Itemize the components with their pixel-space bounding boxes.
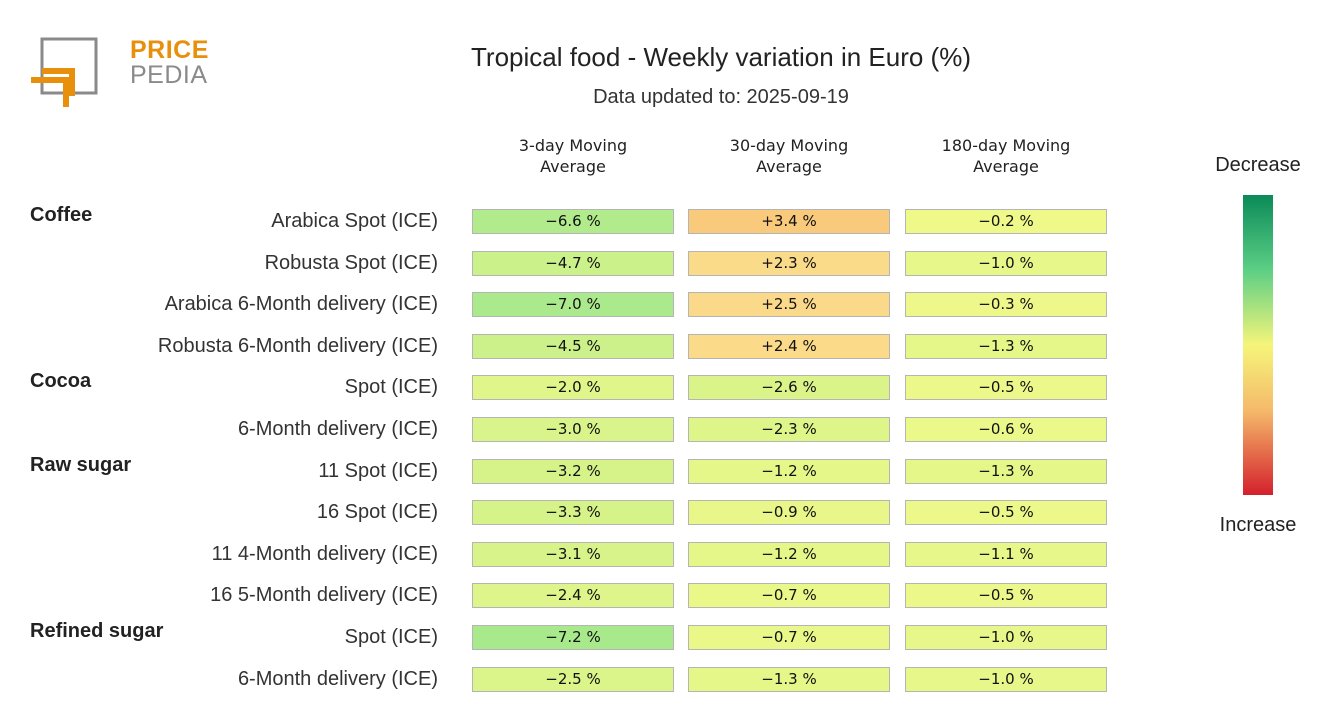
heatmap-cell: −1.0 %: [905, 625, 1107, 650]
chart-title: Tropical food - Weekly variation in Euro…: [471, 42, 971, 72]
group-label: Raw sugar: [30, 453, 132, 476]
heatmap-cell: +2.4 %: [688, 333, 890, 359]
heatmap-cell: −2.5 %: [472, 666, 674, 692]
logo-wordmark: PRICE PEDIA: [130, 38, 209, 88]
group-label: Cocoa: [30, 370, 92, 393]
color-scale-bar: [1243, 195, 1273, 495]
heatmap-cell: −1.3 %: [905, 333, 1107, 359]
heatmap-cell: −1.2 %: [688, 541, 890, 567]
heatmap-cell: −6.6 %: [472, 209, 674, 234]
heatmap-cell: −1.0 %: [905, 250, 1107, 276]
heatmap-cell: −3.2 %: [472, 458, 674, 484]
heatmap-cell: −3.3 %: [472, 500, 674, 526]
logo-line1: PRICE: [130, 36, 209, 64]
row-label: Robusta 6-Month delivery (ICE): [157, 334, 438, 357]
column-header: 30-day Moving Average: [729, 136, 849, 176]
row-label: Arabica 6-Month delivery (ICE): [164, 293, 438, 316]
heatmap-cell: −4.7 %: [472, 250, 674, 276]
heatmap-cell: +3.4 %: [688, 209, 890, 234]
heatmap-cell: −1.2 %: [688, 458, 890, 484]
heatmap-cell: −1.1 %: [905, 541, 1107, 567]
legend-increase-label: Increase: [1219, 514, 1297, 536]
logo-mark: [31, 37, 98, 107]
heatmap-cell: −0.6 %: [905, 417, 1107, 442]
heatmap-cell: −2.4 %: [472, 583, 674, 609]
column-header: 3-day Moving Average: [518, 136, 628, 176]
heatmap-cell: −7.2 %: [472, 625, 674, 650]
heatmap-cell: −0.7 %: [688, 583, 890, 609]
heatmap-cell: +2.5 %: [688, 292, 890, 318]
heatmap-cell: −0.9 %: [688, 500, 890, 526]
heatmap-cell: −4.5 %: [472, 333, 674, 359]
row-label: Spot (ICE): [344, 626, 438, 648]
column-header: 180-day Moving Average: [941, 136, 1071, 176]
heatmap-cell: −0.5 %: [905, 375, 1107, 401]
group-label: Coffee: [30, 204, 93, 226]
row-label: 16 Spot (ICE): [316, 501, 438, 524]
heatmap-cell: −2.6 %: [688, 375, 890, 401]
heatmap-cell: −0.2 %: [905, 209, 1107, 234]
row-label: Robusta Spot (ICE): [264, 251, 438, 274]
row-label: 11 Spot (ICE): [318, 459, 438, 482]
group-label: Refined sugar: [30, 620, 164, 642]
logo-line2: PEDIA: [130, 61, 208, 89]
row-label: 6-Month delivery (ICE): [237, 418, 438, 440]
heatmap-cell: −0.5 %: [905, 583, 1107, 609]
row-label: 16 5-Month delivery (ICE): [210, 584, 438, 607]
legend-decrease-label: Decrease: [1215, 154, 1301, 176]
heatmap-cell: −1.3 %: [688, 666, 890, 692]
row-label: 11 4-Month delivery (ICE): [211, 542, 438, 565]
heatmap-cell: −7.0 %: [472, 292, 674, 318]
heatmap-cell: −2.3 %: [688, 417, 890, 442]
heatmap-cell: −0.7 %: [688, 625, 890, 650]
chart-subtitle: Data updated to: 2025-09-19: [593, 86, 849, 108]
heatmap-cell: −1.0 %: [905, 666, 1107, 692]
heatmap-cell: −3.1 %: [472, 541, 674, 567]
heatmap-cell: −0.3 %: [905, 292, 1107, 318]
pricepedia-logo: PRICE PEDIA: [28, 36, 208, 111]
row-label: Spot (ICE): [344, 376, 438, 399]
heatmap-cell: −1.3 %: [905, 458, 1107, 484]
heatmap-cell: −3.0 %: [472, 417, 674, 442]
heatmap-cell: +2.3 %: [688, 250, 890, 276]
heatmap-cell: −2.0 %: [472, 375, 674, 401]
heatmap-cell: −0.5 %: [905, 500, 1107, 526]
row-label: 6-Month delivery (ICE): [237, 667, 438, 690]
row-label: Arabica Spot (ICE): [271, 210, 438, 232]
